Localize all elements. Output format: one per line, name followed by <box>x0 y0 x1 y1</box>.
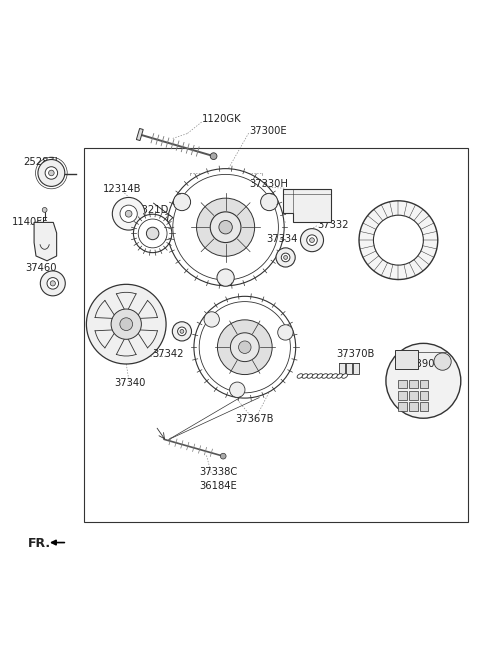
Circle shape <box>239 341 251 354</box>
Text: 37338C: 37338C <box>199 467 238 477</box>
Text: 37390B: 37390B <box>403 359 442 369</box>
Ellipse shape <box>297 374 303 379</box>
Text: 37330H: 37330H <box>250 179 288 189</box>
Circle shape <box>173 194 191 211</box>
Bar <box>420 391 428 400</box>
Circle shape <box>173 174 278 280</box>
Circle shape <box>217 269 234 286</box>
Circle shape <box>229 382 245 398</box>
Circle shape <box>180 329 184 333</box>
Circle shape <box>199 302 290 393</box>
Text: 37334: 37334 <box>266 234 298 244</box>
Bar <box>409 402 418 411</box>
Bar <box>346 363 352 374</box>
Bar <box>398 380 407 388</box>
Circle shape <box>281 253 290 262</box>
Circle shape <box>300 229 324 252</box>
Circle shape <box>310 237 314 243</box>
Polygon shape <box>283 189 331 222</box>
Circle shape <box>50 281 55 286</box>
Circle shape <box>146 227 159 239</box>
Circle shape <box>178 327 186 336</box>
Ellipse shape <box>307 374 313 379</box>
Circle shape <box>47 277 59 289</box>
Circle shape <box>210 153 217 159</box>
Circle shape <box>276 248 295 267</box>
Circle shape <box>111 309 142 339</box>
Bar <box>398 402 407 411</box>
Bar <box>420 380 428 388</box>
Circle shape <box>120 318 132 331</box>
Circle shape <box>120 205 137 222</box>
Circle shape <box>373 215 423 265</box>
Circle shape <box>138 219 167 248</box>
Circle shape <box>38 159 65 186</box>
Circle shape <box>219 220 232 234</box>
Circle shape <box>204 312 219 327</box>
Circle shape <box>112 197 145 230</box>
Text: 37300E: 37300E <box>250 126 287 136</box>
Circle shape <box>133 215 172 253</box>
Circle shape <box>48 170 54 176</box>
Circle shape <box>386 343 461 419</box>
Polygon shape <box>34 222 57 261</box>
Text: 37340: 37340 <box>114 379 145 388</box>
Circle shape <box>167 169 284 286</box>
Text: FR.: FR. <box>28 537 51 550</box>
Bar <box>395 350 418 369</box>
Text: 37332: 37332 <box>317 220 348 230</box>
Bar <box>409 380 418 388</box>
Text: 37342: 37342 <box>152 350 184 359</box>
Text: 1140FF: 1140FF <box>12 217 48 228</box>
Text: 37367B: 37367B <box>235 414 274 424</box>
Circle shape <box>42 207 47 213</box>
Circle shape <box>40 271 65 296</box>
Text: 36184E: 36184E <box>200 482 237 491</box>
Bar <box>420 402 428 411</box>
Circle shape <box>284 255 288 259</box>
Text: 12314B: 12314B <box>103 184 142 194</box>
Ellipse shape <box>332 374 337 379</box>
Circle shape <box>125 211 132 217</box>
Bar <box>409 391 418 400</box>
Circle shape <box>220 453 226 459</box>
Circle shape <box>173 174 278 280</box>
Ellipse shape <box>302 374 308 379</box>
Circle shape <box>199 302 290 393</box>
Polygon shape <box>136 129 143 140</box>
Circle shape <box>172 321 192 341</box>
Circle shape <box>359 201 438 279</box>
Text: 37321D: 37321D <box>129 205 168 215</box>
Text: 37460: 37460 <box>25 263 57 273</box>
Circle shape <box>194 297 296 398</box>
Ellipse shape <box>312 374 318 379</box>
Bar <box>353 363 359 374</box>
Circle shape <box>45 167 58 179</box>
Bar <box>84 148 468 522</box>
Bar <box>398 391 407 400</box>
Ellipse shape <box>337 374 343 379</box>
Text: 1120GK: 1120GK <box>202 114 241 124</box>
Circle shape <box>434 353 451 370</box>
Circle shape <box>278 325 293 340</box>
Circle shape <box>307 235 317 245</box>
Circle shape <box>86 284 166 364</box>
Bar <box>339 363 345 374</box>
Ellipse shape <box>327 374 333 379</box>
Ellipse shape <box>342 374 348 379</box>
Ellipse shape <box>322 374 328 379</box>
Circle shape <box>217 320 272 375</box>
Text: 25287I: 25287I <box>24 157 58 167</box>
Circle shape <box>197 198 254 256</box>
Text: 37370B: 37370B <box>336 350 374 359</box>
Ellipse shape <box>317 374 323 379</box>
Circle shape <box>230 333 259 361</box>
Circle shape <box>210 212 241 243</box>
Circle shape <box>261 194 278 211</box>
